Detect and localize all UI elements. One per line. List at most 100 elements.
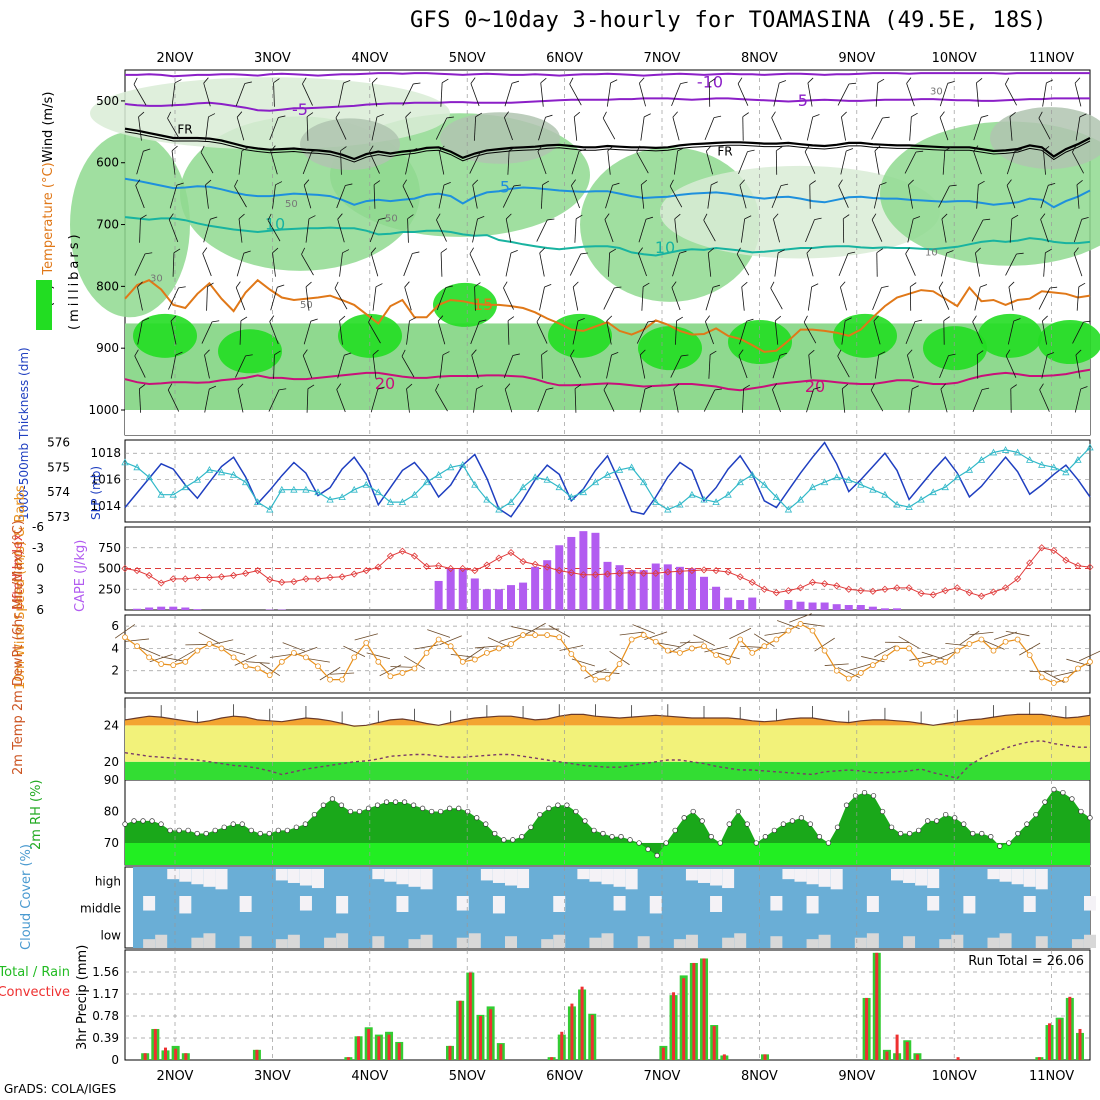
surface-wind-barb xyxy=(1078,650,1100,662)
wind-barb xyxy=(472,215,485,243)
wind-barb xyxy=(772,383,781,413)
barb-staff xyxy=(1041,354,1048,379)
wind-barb xyxy=(572,317,585,345)
wind-barb xyxy=(672,250,687,277)
wind-barb xyxy=(940,383,948,413)
li-point xyxy=(205,573,214,582)
rh2m-point xyxy=(1087,815,1093,821)
barb-staff xyxy=(705,287,714,311)
cloud-high-bar xyxy=(927,869,940,889)
barb-staff xyxy=(137,320,143,345)
barb-flag xyxy=(911,112,918,118)
barb-staff xyxy=(136,151,144,175)
wind-barb xyxy=(369,217,386,243)
barb-flag xyxy=(669,179,674,187)
barb-staff xyxy=(606,320,612,345)
wind-barb xyxy=(139,214,147,243)
thickness-tick-label: 576 xyxy=(47,435,70,449)
wind-speed-point xyxy=(254,665,261,672)
pressure-ylabel: (millibars) xyxy=(67,231,82,330)
wind-barb xyxy=(1043,145,1050,175)
wind-barb xyxy=(370,247,379,277)
wind-speed-point xyxy=(1002,638,1009,645)
li-point xyxy=(422,562,431,570)
cape-tick-label: 750 xyxy=(98,541,121,555)
slp-line xyxy=(124,441,1091,518)
li-point xyxy=(145,571,153,579)
barb-staff xyxy=(741,388,745,413)
wind-barb xyxy=(539,247,546,277)
wind-barb xyxy=(536,218,555,242)
rh-contour-label: 10 xyxy=(925,247,938,258)
wind-barb xyxy=(770,281,783,310)
wind-barb xyxy=(674,213,681,243)
wind-speed-point xyxy=(773,636,780,643)
cape-bar xyxy=(712,586,721,610)
barb-flag xyxy=(471,349,477,356)
li-point xyxy=(591,571,600,579)
li-point xyxy=(821,580,829,588)
barb-flag xyxy=(479,319,487,322)
thickness-point xyxy=(121,458,129,466)
barb-flag xyxy=(838,179,843,186)
wind-barb xyxy=(705,284,721,311)
barb-flag xyxy=(267,213,272,221)
wind-barb xyxy=(472,179,479,209)
wind-barb xyxy=(504,383,513,413)
barb-flag xyxy=(837,349,842,357)
barb-staff xyxy=(607,150,611,175)
wind-barb xyxy=(134,252,153,276)
wind-barb xyxy=(641,282,650,311)
li-point xyxy=(314,575,322,583)
barb-flag xyxy=(237,383,244,390)
barb-flag xyxy=(1076,179,1083,186)
precip-convective-bar xyxy=(174,1048,178,1060)
barb-staff xyxy=(739,321,747,345)
cape-bar xyxy=(519,582,528,610)
wind-barb xyxy=(571,179,580,209)
cape-bar xyxy=(832,604,841,610)
barb-staff xyxy=(773,219,780,243)
barb-flag xyxy=(642,282,650,288)
barb-flag xyxy=(915,150,924,153)
barb-flag xyxy=(840,281,846,288)
barb-flag xyxy=(176,182,184,186)
surface-wind-barb xyxy=(945,643,970,647)
li-point xyxy=(531,560,539,568)
wind-barb xyxy=(841,111,847,141)
wind-barb xyxy=(435,116,454,140)
barb-staff xyxy=(369,151,380,174)
thickness-point xyxy=(1038,461,1046,468)
surface-wind-barb xyxy=(366,652,391,660)
wind-barb xyxy=(570,349,581,378)
wind-barb xyxy=(537,145,547,175)
barb-staff xyxy=(736,254,750,276)
barb-staff xyxy=(639,388,646,413)
precip-convective-bar xyxy=(580,986,584,1060)
cloud-high-bar xyxy=(492,869,505,883)
barb-staff xyxy=(239,320,242,345)
wind-barb xyxy=(976,350,984,379)
barb-staff xyxy=(904,151,917,174)
barb-staff xyxy=(171,150,176,175)
rh2m-point xyxy=(555,802,561,808)
barb-flag xyxy=(644,385,652,390)
date-label-bottom: 2NOV xyxy=(157,1069,194,1084)
barb-flag xyxy=(269,315,275,322)
barb-flag xyxy=(279,388,287,391)
barb-flag xyxy=(1074,77,1081,84)
barb-flag xyxy=(980,284,988,288)
cloud-low-bar xyxy=(903,936,916,948)
barb-flag xyxy=(742,112,749,118)
thickness-point xyxy=(543,475,551,483)
barb-flag xyxy=(1048,182,1056,186)
wind-barb xyxy=(905,319,923,345)
cloud-low-bar xyxy=(866,933,879,948)
li-point xyxy=(724,568,732,576)
barb-flag xyxy=(508,146,516,152)
thickness-point xyxy=(893,500,901,508)
barb-flag xyxy=(345,183,353,186)
barb-staff xyxy=(602,118,616,140)
rh2m-point xyxy=(528,824,534,830)
rh2m-point xyxy=(510,837,516,843)
